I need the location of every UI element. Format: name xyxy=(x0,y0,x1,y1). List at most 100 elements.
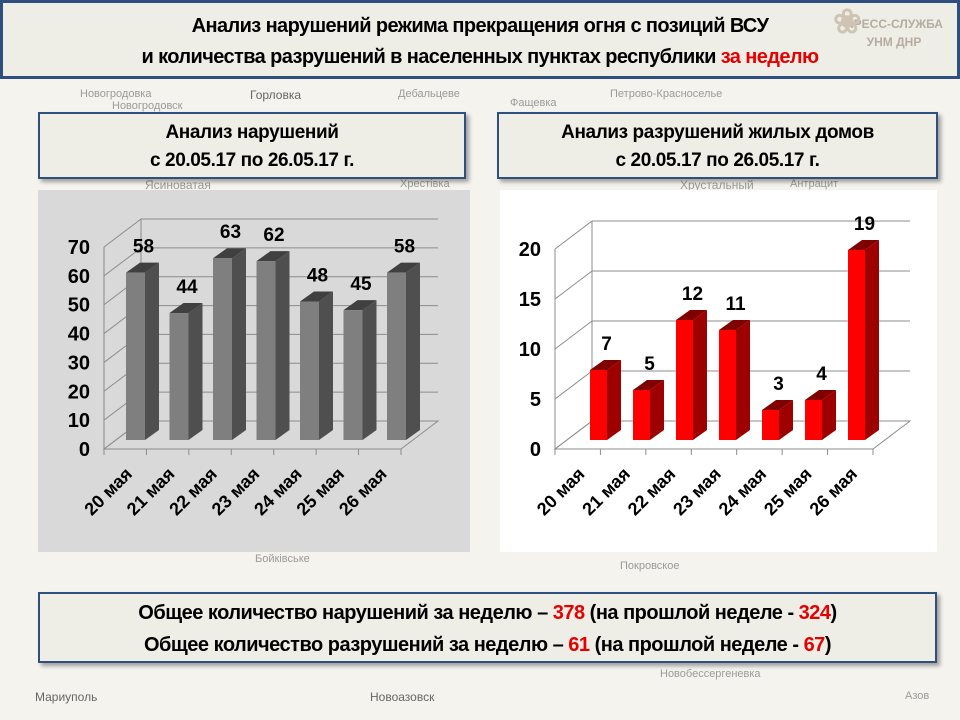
bar-top xyxy=(676,310,707,320)
y-tick-label: 5 xyxy=(530,389,541,411)
bar-side xyxy=(145,262,159,440)
y-tick-label: 15 xyxy=(519,289,541,311)
floor xyxy=(553,420,912,450)
bar-side xyxy=(406,262,420,440)
right-chart-header: Анализ разрушений жилых домов с 20.05.17… xyxy=(497,112,938,179)
title-line-2: и количества разрушений в населенных пун… xyxy=(3,46,957,69)
map-label: Новобессергеневка xyxy=(660,668,761,680)
destruction-chart: 0 5 10 15 20 7 20 мая 5 21 мая 12 22 мая 11 23 мая 3 2… xyxy=(500,190,937,552)
y-tick-label: 10 xyxy=(68,410,90,432)
right-header-period: с 20.05.17 по 26.05.17 г. xyxy=(615,150,820,171)
bar-side xyxy=(693,310,707,440)
data-label: 48 xyxy=(307,265,328,286)
bar-top xyxy=(126,262,159,273)
x-tick-label: 20 мая xyxy=(533,464,589,520)
y-tick-label: 10 xyxy=(519,339,541,361)
bar xyxy=(676,320,693,440)
bar-side xyxy=(736,320,750,440)
destruction-total: 61 xyxy=(568,634,590,656)
left-header-title: Анализ нарушений xyxy=(165,122,339,143)
y-tick-label: 0 xyxy=(79,439,90,461)
map-label: Новогродовка xyxy=(80,88,152,100)
x-tick-label: 21 мая xyxy=(578,464,634,520)
data-label: 11 xyxy=(725,294,746,315)
bar-side xyxy=(650,380,664,440)
data-label: 19 xyxy=(854,214,875,235)
map-label: Новоазовск xyxy=(370,690,435,704)
title-banner: Анализ нарушений режима прекращения огня… xyxy=(0,0,960,79)
violations-total: 378 xyxy=(552,602,585,624)
bar xyxy=(343,310,363,440)
bar-side xyxy=(822,390,836,440)
bar-top xyxy=(256,251,290,262)
data-label: 5 xyxy=(644,354,655,375)
data-label: 58 xyxy=(394,237,415,258)
data-label: 7 xyxy=(601,334,612,355)
bar-top xyxy=(213,248,246,259)
y-tick-label: 20 xyxy=(68,381,90,403)
violations-previous: 324 xyxy=(798,602,831,624)
destruction-chart-svg: 0 5 10 15 20 7 20 мая 5 21 мая 12 22 мая 11 23 мая 3 2… xyxy=(519,214,912,520)
map-label: Горловка xyxy=(250,88,302,102)
bar-side xyxy=(188,303,203,440)
x-tick-label: 26 мая xyxy=(806,464,862,520)
bar xyxy=(805,400,822,440)
x-tick-label: 23 мая xyxy=(669,464,725,520)
y-tick-label: 60 xyxy=(68,266,90,288)
summary-text: Общее количество нарушений за неделю – xyxy=(138,602,553,624)
y-tick-label: 20 xyxy=(519,239,541,261)
summary-destruction: Общее количество разрушений за неделю – … xyxy=(40,629,935,661)
map-label: Покровское xyxy=(620,560,680,572)
map-label: Хрустальный xyxy=(680,178,754,192)
map-label: Антрацит xyxy=(790,178,839,190)
bar xyxy=(256,261,276,440)
x-tick-label: 26 мая xyxy=(335,464,391,520)
gridline-depth xyxy=(103,247,142,277)
y-tick-label: 30 xyxy=(68,352,90,374)
bar xyxy=(590,370,607,440)
summary-text: (на прошлой неделе - xyxy=(584,602,799,624)
eagle-emblem-icon: ❀ xyxy=(833,3,862,41)
bar-side xyxy=(319,291,333,440)
data-label: 58 xyxy=(133,237,154,258)
summary-text: ) xyxy=(824,634,832,656)
bar-top xyxy=(300,291,333,302)
bar xyxy=(300,301,319,440)
logo-line-2: УНМ ДНР xyxy=(866,35,922,49)
map-label: Ясиноватая xyxy=(145,178,211,192)
left-chart-header: Анализ нарушений с 20.05.17 по 26.05.17 … xyxy=(38,112,466,179)
bar-side xyxy=(865,240,879,440)
map-label: Азов xyxy=(905,690,930,702)
y-tick-label: 50 xyxy=(68,295,90,317)
gridline-depth xyxy=(103,218,142,248)
y-tick-label: 40 xyxy=(68,324,90,346)
summary-text: Общее количество разрушений за неделю – xyxy=(144,634,569,656)
map-label: Дебальцеве xyxy=(398,88,460,100)
title-line-1: Анализ нарушений режима прекращения огня… xyxy=(191,15,769,37)
map-label: Петрово-Красносельe xyxy=(610,88,723,100)
bar-top xyxy=(633,380,664,390)
bar-side xyxy=(779,400,793,440)
bar-top xyxy=(343,300,377,311)
press-service-logo: ❀ ПРЕСС-СЛУЖБА УНМ ДНР xyxy=(833,5,949,51)
right-header-title: Анализ разрушений жилых домов xyxy=(561,122,874,143)
bar-top xyxy=(590,360,621,370)
bar-top xyxy=(719,320,750,330)
bar-side xyxy=(607,360,621,440)
data-label: 3 xyxy=(773,374,784,395)
bar-top xyxy=(387,262,420,273)
map-label: Новогродовск xyxy=(112,100,183,112)
map-label: Фащевка xyxy=(510,97,557,109)
weekly-summary: Общее количество нарушений за неделю – 3… xyxy=(38,592,937,663)
bar xyxy=(719,330,736,440)
summary-violations: Общее количество нарушений за неделю – 3… xyxy=(40,597,935,629)
bar xyxy=(848,250,865,440)
summary-text: (на прошлой неделе - xyxy=(589,634,804,656)
bar xyxy=(126,272,145,440)
title-line-2-text: и количества разрушений в населенных пун… xyxy=(141,46,721,68)
bar-top xyxy=(762,400,793,410)
data-label: 45 xyxy=(350,274,372,295)
data-label: 12 xyxy=(682,284,703,305)
